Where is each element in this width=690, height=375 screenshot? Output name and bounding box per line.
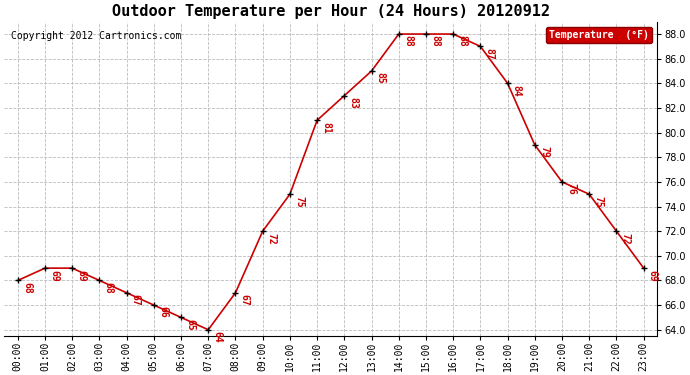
Text: 81: 81 — [322, 122, 331, 134]
Text: 68: 68 — [22, 282, 32, 294]
Text: 72: 72 — [620, 232, 631, 244]
Text: 72: 72 — [267, 232, 277, 244]
Text: 84: 84 — [512, 85, 522, 96]
Text: 69: 69 — [49, 270, 59, 281]
Text: 66: 66 — [158, 306, 168, 318]
Text: 75: 75 — [593, 196, 603, 207]
Legend: Temperature  (°F): Temperature (°F) — [546, 27, 653, 44]
Text: 64: 64 — [213, 331, 222, 343]
Text: 75: 75 — [294, 196, 304, 207]
Text: 65: 65 — [185, 319, 195, 330]
Text: 68: 68 — [104, 282, 114, 294]
Text: 67: 67 — [239, 294, 250, 306]
Text: 85: 85 — [375, 72, 386, 84]
Text: 67: 67 — [131, 294, 141, 306]
Text: 88: 88 — [403, 35, 413, 47]
Text: 76: 76 — [566, 183, 576, 195]
Text: 87: 87 — [484, 48, 495, 60]
Text: 69: 69 — [648, 270, 658, 281]
Text: 83: 83 — [348, 97, 359, 109]
Text: Copyright 2012 Cartronics.com: Copyright 2012 Cartronics.com — [11, 31, 181, 41]
Text: 79: 79 — [539, 146, 549, 158]
Text: 88: 88 — [430, 35, 440, 47]
Text: 88: 88 — [457, 35, 467, 47]
Title: Outdoor Temperature per Hour (24 Hours) 20120912: Outdoor Temperature per Hour (24 Hours) … — [112, 4, 550, 19]
Text: 69: 69 — [77, 270, 86, 281]
